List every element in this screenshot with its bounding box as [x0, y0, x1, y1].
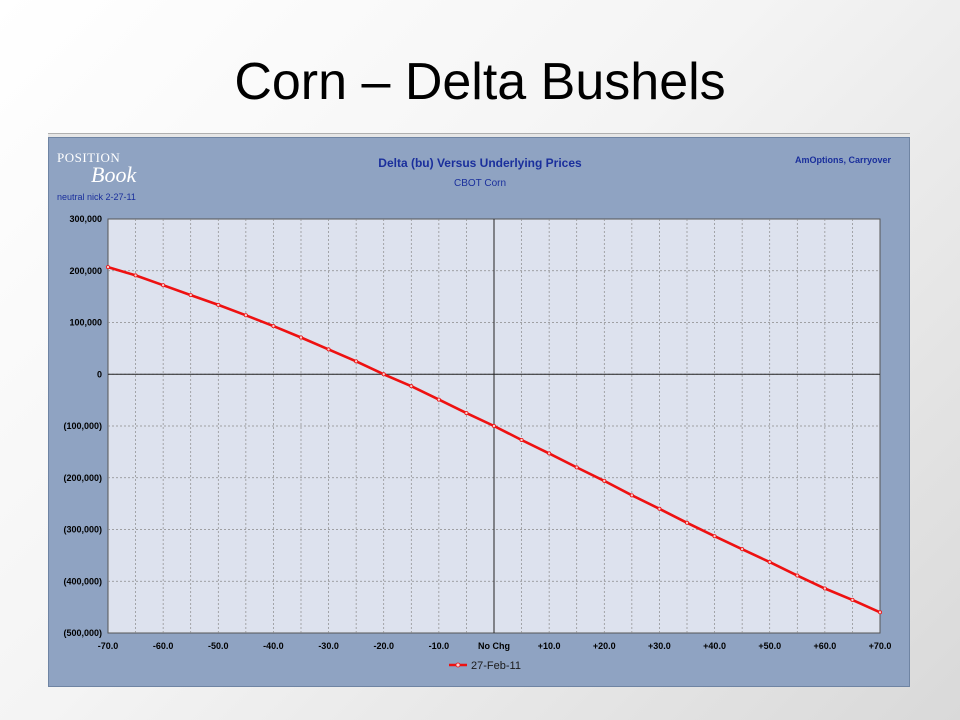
data-point	[216, 302, 221, 307]
logo-text-book: Book	[91, 162, 137, 187]
data-point	[767, 560, 772, 565]
chart-subtitle: CBOT Corn	[453, 178, 507, 189]
data-point	[409, 384, 414, 389]
logo-text-position: POSITION	[57, 150, 121, 165]
x-tick-label: -30.0	[318, 641, 339, 651]
data-point	[491, 423, 496, 428]
panel-top-edge	[48, 133, 910, 138]
x-tick-label: -60.0	[153, 641, 174, 651]
y-tick-label: (500,000)	[63, 628, 102, 638]
data-point	[629, 493, 634, 498]
data-point	[381, 372, 386, 377]
data-point	[878, 610, 883, 615]
chart-title: Delta (bu) Versus Underlying Prices	[378, 156, 582, 170]
y-tick-label: (200,000)	[63, 473, 102, 483]
x-tick-label: -10.0	[429, 641, 450, 651]
y-tick-label: 300,000	[69, 214, 102, 224]
data-point	[271, 324, 276, 329]
x-tick-label: No Chg	[478, 641, 510, 651]
x-tick-label: +20.0	[593, 641, 616, 651]
x-tick-label: -50.0	[208, 641, 229, 651]
series-layer	[106, 265, 883, 615]
data-point	[161, 283, 166, 288]
slide-title: Corn – Delta Bushels	[234, 53, 726, 111]
x-tick-label: +10.0	[538, 641, 561, 651]
data-point	[602, 478, 607, 483]
data-point	[464, 411, 469, 416]
x-tick-label: +60.0	[813, 641, 836, 651]
data-point	[354, 359, 359, 364]
x-tick-label: +30.0	[648, 641, 671, 651]
data-point	[243, 313, 248, 318]
y-axis-ticks: 300,000 200,000 100,000 0 (100,000) (200,000)…	[63, 214, 102, 638]
data-point	[436, 397, 441, 402]
data-point	[519, 437, 524, 442]
data-point	[188, 293, 193, 298]
data-point	[133, 273, 138, 278]
delta-line-chart: 300,000 200,000 100,000 0 (100,000) (200,000)…	[63, 214, 892, 672]
y-tick-label: 200,000	[69, 266, 102, 276]
x-tick-label: +40.0	[703, 641, 726, 651]
y-tick-label: (100,000)	[63, 421, 102, 431]
data-point	[685, 520, 690, 525]
data-point	[574, 465, 579, 470]
data-point	[547, 451, 552, 456]
y-tick-label: (400,000)	[63, 576, 102, 586]
data-point	[712, 534, 717, 539]
x-tick-label: -20.0	[373, 641, 394, 651]
logo-subtitle: neutral nick 2-27-11	[57, 192, 136, 202]
position-book-logo: POSITION Book	[57, 150, 137, 198]
y-tick-label: (300,000)	[63, 525, 102, 535]
x-tick-label: -40.0	[263, 641, 284, 651]
x-tick-label: +50.0	[758, 641, 781, 651]
data-point	[657, 506, 662, 511]
data-point	[822, 586, 827, 591]
legend-entry-label: 27-Feb-11	[471, 660, 521, 672]
data-point	[298, 335, 303, 340]
y-tick-label: 100,000	[69, 318, 102, 328]
legend: 27-Feb-11	[449, 660, 521, 672]
data-point	[106, 265, 111, 270]
x-axis-ticks: -70.0 -60.0 -50.0 -40.0 -30.0 -20.0 -10.0 No Ch…	[98, 641, 892, 651]
data-point	[326, 347, 331, 352]
legend-marker-swatch	[455, 662, 461, 668]
x-tick-label: +70.0	[869, 641, 892, 651]
x-tick-label: -70.0	[98, 641, 119, 651]
data-point	[740, 547, 745, 552]
data-point	[795, 573, 800, 578]
y-tick-label: 0	[97, 369, 102, 379]
data-point	[850, 597, 855, 602]
chart-panel: POSITION Book neutral nick 2-27-11 Delta…	[48, 137, 910, 687]
options-note: AmOptions, Carryover	[794, 155, 891, 165]
